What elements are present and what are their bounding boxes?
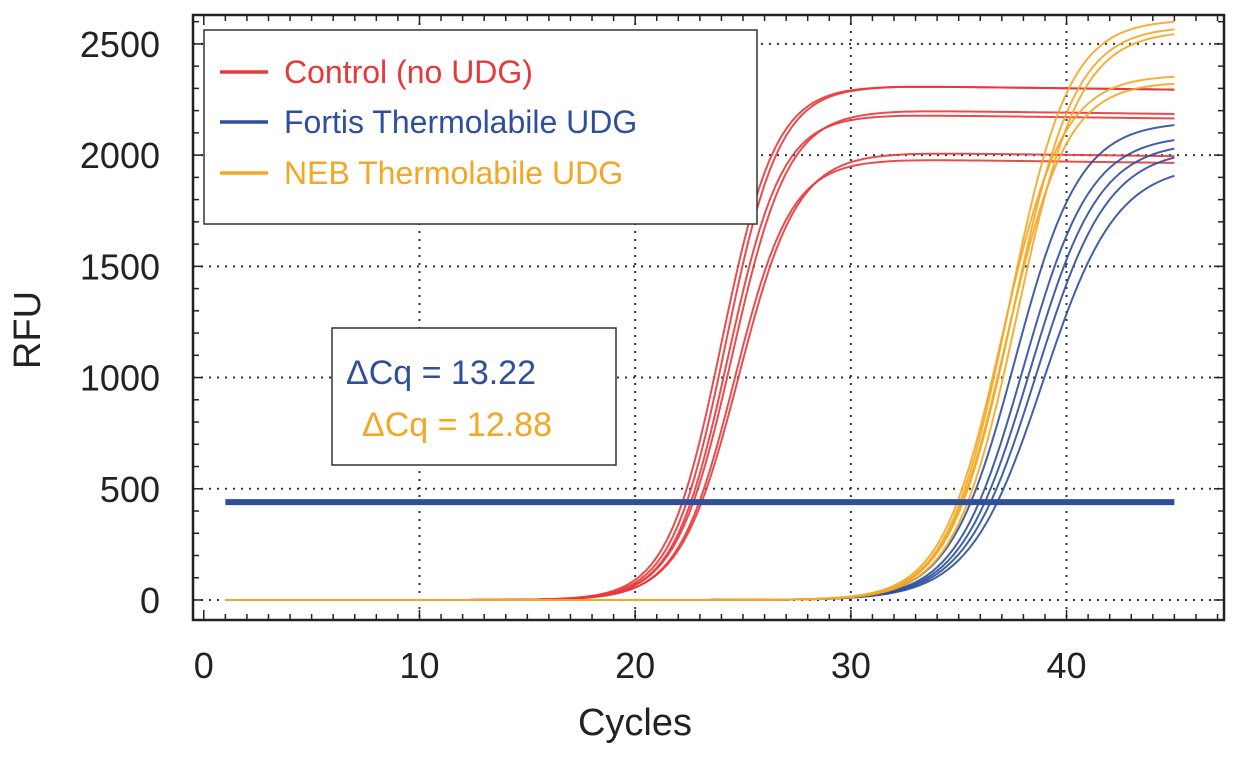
x-tick-label: 30: [831, 645, 871, 686]
delta-cq-neb: ΔCq = 12.88: [362, 406, 552, 444]
y-tick-label: 1000: [80, 358, 160, 399]
x-tick-label: 20: [615, 645, 655, 686]
curve-layer: [225, 20, 1175, 601]
legend-label-control: Control (no UDG): [284, 54, 533, 90]
legend-label-neb: NEB Thermolabile UDG: [284, 155, 623, 191]
y-tick-label: 2000: [80, 135, 160, 176]
delta-cq-fortis: ΔCq = 13.22: [346, 354, 536, 392]
x-tick-label: 40: [1047, 645, 1087, 686]
y-axis-label: RFU: [7, 291, 49, 369]
delta-cq-annotation: ΔCq = 13.22 ΔCq = 12.88: [331, 327, 617, 466]
y-tick-label: 500: [100, 469, 160, 510]
delta-cq-box: [331, 327, 617, 466]
series-curve: [225, 82, 1175, 601]
x-axis-label: Cycles: [578, 702, 692, 744]
legend-label-fortis: Fortis Thermolabile UDG: [284, 104, 637, 140]
plot-frame: [191, 13, 1226, 622]
legend-box: [203, 29, 758, 225]
grid-layer: [193, 15, 1224, 620]
y-tick-label: 2500: [80, 24, 160, 65]
tick-layer: 0 10 20 30 40 0 500 1000 1500 2000 2500: [80, 15, 1224, 686]
legend: Control (no UDG) Fortis Thermolabile UDG…: [203, 29, 758, 225]
x-tick-label: 0: [194, 645, 214, 686]
y-tick-label: 1500: [80, 246, 160, 287]
series-3: [225, 20, 1175, 601]
axis-labels: Cycles RFU: [7, 291, 692, 744]
y-tick-label: 0: [140, 580, 160, 621]
x-tick-label: 10: [399, 645, 439, 686]
